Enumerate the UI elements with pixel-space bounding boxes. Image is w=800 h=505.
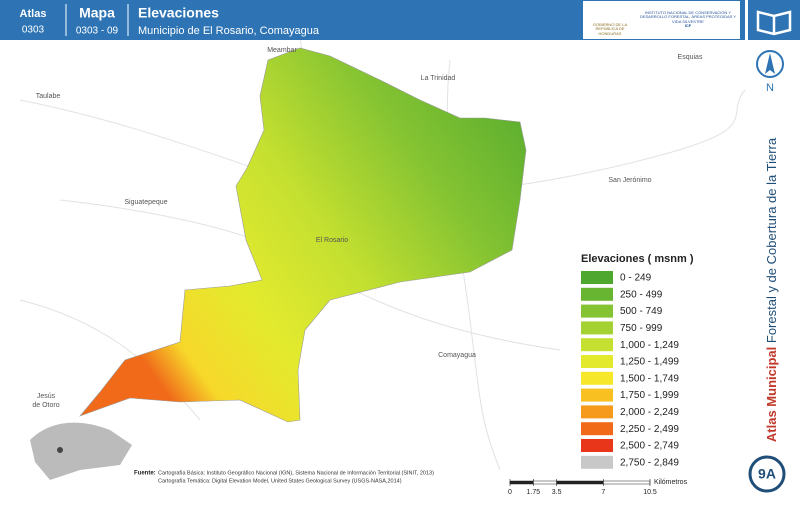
- legend-label: 1,500 - 1,749: [620, 373, 679, 384]
- title: Elevaciones: [138, 5, 219, 21]
- place-label: Comayagua: [438, 352, 476, 359]
- atlas-label: Atlas: [20, 8, 47, 20]
- logo-right: INSTITUTO NACIONAL DE CONSERVACIÓN Y DES…: [638, 3, 738, 29]
- scale-label: 7: [601, 489, 605, 496]
- place-label: Esquias: [678, 54, 703, 61]
- legend-swatch: [581, 321, 613, 335]
- map-label: Mapa: [79, 5, 115, 21]
- badge: [748, 455, 786, 493]
- scale-segment: [556, 480, 604, 485]
- scale-unit: Kilómetros: [654, 479, 688, 486]
- legend-label: 1,250 - 1,499: [620, 357, 679, 368]
- north-label: N: [766, 82, 774, 94]
- legend-label: 250 - 499: [620, 289, 663, 300]
- legend-swatch: [581, 388, 613, 402]
- place-label: Siguatepeque: [124, 199, 167, 206]
- map-code: 0303 - 09: [76, 26, 119, 37]
- sources-heading: Fuente:: [134, 471, 156, 477]
- scale-bar: 0 1.75 3.5 7 10.5 Kilómetros: [508, 479, 688, 496]
- legend-label: 2,500 - 2,749: [620, 441, 679, 452]
- scale-label: 0: [508, 489, 512, 496]
- legend-label: 1,750 - 1,999: [620, 390, 679, 401]
- place-label: San Jerónimo: [608, 177, 651, 184]
- place-label: Meambar: [267, 47, 297, 54]
- sources-line: Cartografía Básica: Instituto Geográfico…: [158, 470, 434, 476]
- legend-label: 0 - 249: [620, 273, 652, 284]
- legend-swatch: [581, 455, 613, 469]
- sidebar-title: Atlas Municipal Forestal y de Cobertura …: [764, 137, 779, 442]
- logo-right-name: INSTITUTO NACIONAL DE CONSERVACIÓN Y DES…: [639, 10, 737, 24]
- legend-label: 2,750 - 2,849: [620, 457, 679, 468]
- atlas-code: 0303: [22, 25, 45, 36]
- legend-swatch: [581, 355, 613, 368]
- book-icon: [756, 10, 792, 36]
- north-arrow: [765, 53, 775, 74]
- legend-label: 500 - 749: [620, 306, 663, 317]
- logo-box: [583, 1, 740, 39]
- legend: Elevaciones ( msnm ) 0 - 249 250 - 499 500 …: [576, 250, 744, 474]
- legend-label: 750 - 999: [620, 323, 663, 334]
- header: Atlas 0303 Mapa 0303 - 09 Elevaciones Mu…: [0, 0, 745, 40]
- legend-swatch: [581, 271, 613, 284]
- municipality: [79, 47, 527, 423]
- badge-label: 9A: [758, 466, 776, 482]
- legend-swatch: [581, 405, 613, 419]
- logo-left-text: GOBIERNO DE LA REPÚBLICA DE HONDURAS: [592, 22, 628, 36]
- scale-label: 1.75: [527, 489, 541, 496]
- scale-label: 3.5: [552, 489, 562, 496]
- logo-right-text: INSTITUTO NACIONAL DE CONSERVACIÓN Y DES…: [638, 3, 738, 29]
- place-label: El Rosario: [316, 237, 348, 244]
- logo-left: GOBIERNO DE LA REPÚBLICA DE HONDURAS: [592, 22, 628, 36]
- sidebar-title-bold: Atlas Municipal: [764, 347, 779, 442]
- sidebar-title-rest: Forestal y de Cobertura de la Tierra: [764, 137, 779, 347]
- legend-swatch: [581, 422, 613, 436]
- sidebar: N Atlas Municipal Forestal y de Cobertur…: [748, 0, 800, 493]
- legend-swatch: [581, 439, 613, 452]
- place-label: La Trinidad: [421, 75, 456, 82]
- logo-short: ICF: [684, 23, 692, 29]
- sources-line: Cartografía Temática: Digital Elevation …: [158, 478, 402, 484]
- place-label: de Otoro: [32, 402, 59, 409]
- places: Meambar La Trinidad Esquias Taulabe San Jeró…: [32, 47, 703, 409]
- place-label: Jesús: [37, 393, 56, 400]
- legend-label: 1,000 - 1,249: [620, 340, 679, 351]
- scale-segment: [533, 480, 557, 485]
- sources: Fuente: Cartografía Básica: Instituto Ge…: [134, 470, 434, 484]
- legend-swatch: [581, 371, 613, 385]
- legend-swatch: [581, 287, 613, 301]
- legend-swatch: [581, 304, 613, 318]
- inset-marker: [57, 447, 63, 453]
- inset-map: [30, 422, 132, 480]
- legend-label: 2,000 - 2,249: [620, 407, 679, 418]
- legend-title: Elevaciones ( msnm ): [581, 253, 694, 265]
- legend-label: 2,250 - 2,499: [620, 424, 679, 435]
- legend-swatch: [581, 338, 613, 352]
- place-label: Taulabe: [36, 93, 61, 100]
- subtitle: Municipio de El Rosario, Comayagua: [138, 25, 320, 37]
- scale-label: 10.5: [643, 489, 657, 496]
- north-circle: [756, 50, 784, 78]
- scale-segment: [509, 480, 534, 485]
- scale-segment: [603, 480, 651, 485]
